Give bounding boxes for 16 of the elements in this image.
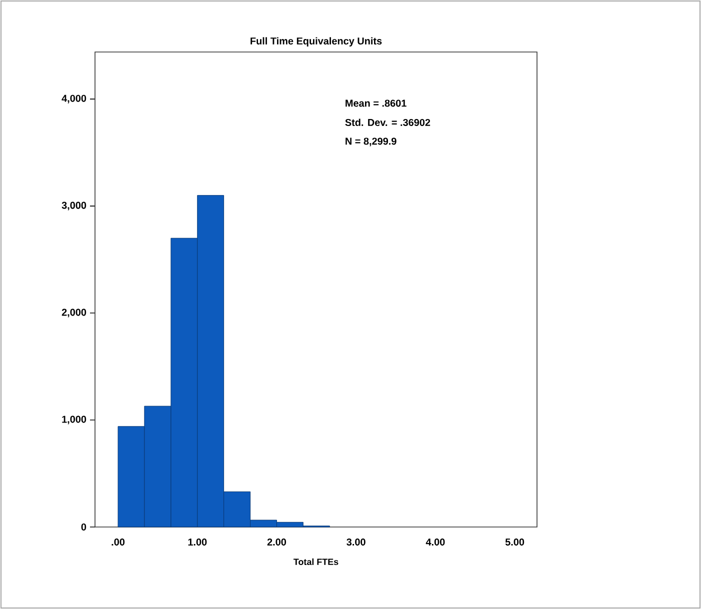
chart-title: Full Time Equivalency Units (250, 37, 382, 46)
annotation: Std. Dev. = .36902 (345, 118, 430, 126)
annotation: N = 8,299.9 (346, 138, 396, 146)
x-tick-label: .00 (112, 538, 125, 546)
y-tick-label: 4,000 (62, 94, 86, 104)
x-tick-label: 2.00 (267, 538, 286, 546)
x-tick-label: 4.00 (426, 538, 445, 546)
y-tick-label: 2,000 (62, 308, 86, 318)
x-tick-label: 5.00 (505, 538, 524, 546)
x-axis-title: Total FTEs (294, 558, 338, 566)
annotation: Mean = .8601 (346, 100, 406, 107)
y-tick-label: 1,000 (62, 416, 86, 424)
x-tick-label: 3.00 (346, 538, 366, 546)
y-tick-label: 0 (81, 523, 86, 531)
x-tick-label: 1.00 (188, 538, 207, 546)
y-tick-label: 3,000 (62, 202, 86, 210)
